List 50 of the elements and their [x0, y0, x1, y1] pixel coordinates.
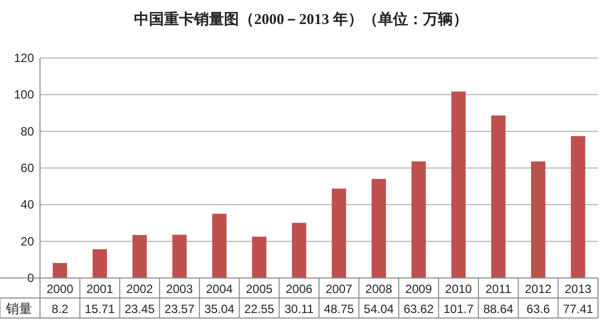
data-label: 101.7 [443, 302, 474, 316]
x-tick-label: 2011 [485, 282, 512, 296]
data-label: 35.04 [204, 302, 235, 316]
bar [411, 161, 426, 278]
bar [451, 92, 466, 278]
y-tick-label: 120 [14, 51, 34, 65]
x-tick-label: 2003 [166, 282, 194, 296]
bar [292, 222, 306, 278]
text: 销量 [5, 301, 32, 316]
data-label: 77.41 [563, 302, 594, 316]
bar [372, 178, 386, 278]
x-tick-label: 2001 [86, 282, 114, 296]
x-tick-label: 2002 [126, 282, 154, 296]
data-label: 15.71 [84, 302, 116, 316]
y-tick-label: 20 [20, 234, 34, 248]
x-tick-label: 2005 [246, 282, 273, 296]
y-tick-label: 80 [20, 124, 34, 138]
data-label: 54.04 [364, 302, 394, 316]
bar [132, 235, 147, 278]
bar [570, 136, 586, 278]
y-tick-label: 40 [20, 198, 34, 212]
x-tick-label: 2004 [206, 282, 234, 296]
x-tick-label: 2000 [46, 282, 74, 296]
data-label: 30.11 [284, 302, 314, 316]
data-label: 23.57 [164, 302, 195, 316]
bar [252, 236, 266, 278]
bar [212, 214, 227, 278]
data-label: 63.6 [526, 302, 550, 316]
x-tick-label: 2009 [405, 282, 432, 296]
bar [491, 115, 506, 278]
bar [92, 249, 107, 278]
bar [531, 161, 546, 278]
data-label: 8.2 [52, 302, 69, 316]
data-label: 23.45 [124, 302, 155, 316]
data-label: 48.75 [324, 302, 354, 316]
bar [172, 234, 187, 278]
x-tick-label: 2010 [445, 282, 472, 296]
y-tick-label: 100 [14, 88, 34, 102]
data-label: 63.62 [404, 302, 434, 316]
x-tick-label: 2008 [365, 282, 392, 296]
bar [332, 188, 346, 278]
x-tick-label: 2013 [564, 282, 592, 296]
data-label: 22.55 [244, 302, 275, 316]
x-tick-label: 2006 [286, 282, 313, 296]
x-tick-label: 2012 [524, 282, 552, 296]
bar [52, 262, 68, 278]
chart-title: 中国重卡销量图（2000－2013 年）（单位：万辆） [134, 11, 468, 28]
data-label: 88.64 [483, 302, 514, 316]
x-tick-label: 2007 [326, 282, 353, 296]
y-tick-label: 60 [20, 161, 34, 175]
